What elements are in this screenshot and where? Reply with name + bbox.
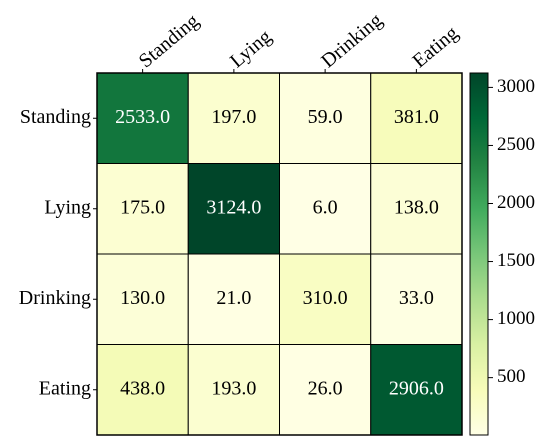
heatmap-cell xyxy=(96,344,189,436)
cell-label: 175.0 xyxy=(120,196,165,218)
cell-label: 381.0 xyxy=(394,106,439,128)
heatmap-cell xyxy=(187,253,280,345)
colorbar-tick-label: 1000 xyxy=(497,308,535,329)
cell-label: 2533.0 xyxy=(115,106,170,128)
x-tick-label: Standing xyxy=(135,10,204,73)
heatmap-cell xyxy=(96,163,189,255)
cell-label: 310.0 xyxy=(303,287,348,309)
x-tick-label: Lying xyxy=(226,25,276,72)
colorbar-tick-label: 500 xyxy=(497,366,526,387)
heatmap-cell xyxy=(96,72,189,164)
cell-label: 130.0 xyxy=(120,287,165,309)
cell-label: 59.0 xyxy=(308,106,343,128)
cell-label: 33.0 xyxy=(399,287,434,309)
y-tick-label: Drinking xyxy=(19,287,91,309)
y-tick-label: Lying xyxy=(44,196,91,218)
cell-label: 193.0 xyxy=(211,377,256,399)
cell-label: 26.0 xyxy=(308,377,343,399)
cell-label: 6.0 xyxy=(313,196,338,218)
colorbar-tick-label: 2500 xyxy=(497,134,535,155)
heatmap-cell xyxy=(370,72,463,164)
x-tick-label: Drinking xyxy=(317,9,386,72)
x-tick-label: Eating xyxy=(408,22,462,72)
heatmap-cell xyxy=(370,253,463,345)
colorbar-tick-label: 1500 xyxy=(497,250,535,271)
cell-label: 438.0 xyxy=(120,377,165,399)
plot-frame xyxy=(96,72,463,436)
colorbar-tick-label: 3000 xyxy=(497,76,535,97)
colorbar-tick-label: 2000 xyxy=(497,192,535,213)
y-tick-label: Eating xyxy=(39,377,91,399)
cell-label: 21.0 xyxy=(216,287,251,309)
cell-label: 138.0 xyxy=(394,196,439,218)
heatmap-cell xyxy=(187,344,280,436)
heatmap-cell xyxy=(187,72,280,164)
cell-label: 197.0 xyxy=(211,106,256,128)
y-tick-label: Standing xyxy=(20,106,91,128)
colorbar xyxy=(469,72,489,436)
cell-label: 2906.0 xyxy=(389,377,444,399)
heatmap-cell xyxy=(279,344,372,436)
heatmap-cell xyxy=(370,344,463,436)
heatmap-cell xyxy=(187,163,280,255)
cell-label: 3124.0 xyxy=(206,196,261,218)
heatmap-cell xyxy=(370,163,463,255)
